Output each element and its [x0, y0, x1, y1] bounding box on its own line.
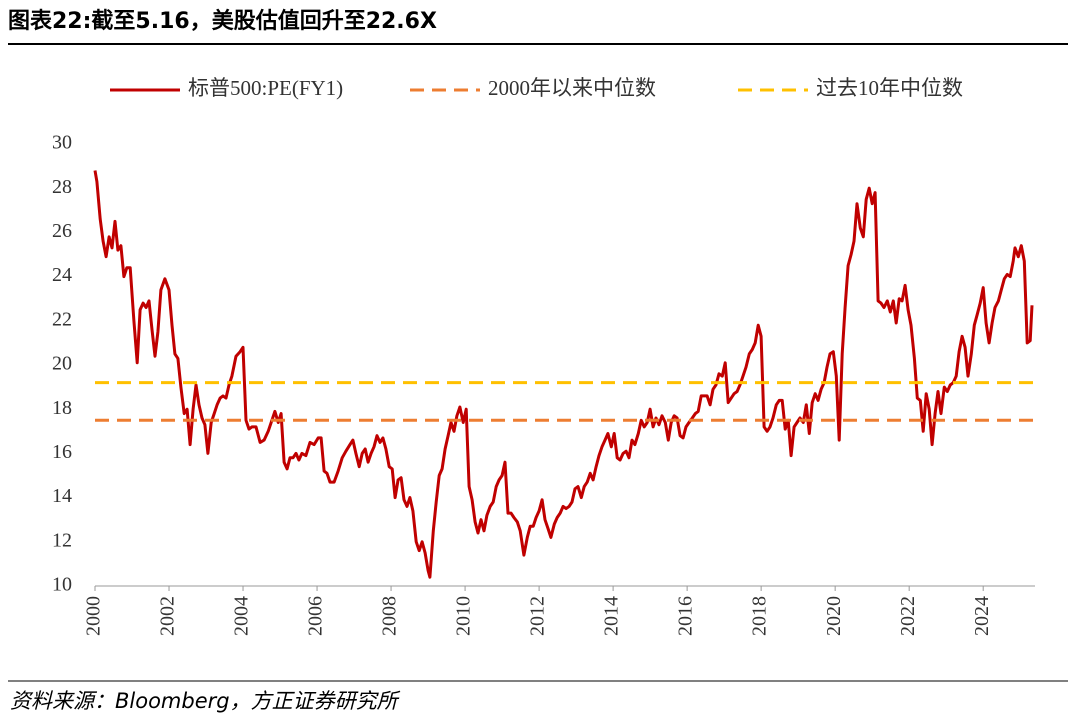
legend-label: 过去10年中位数 [816, 76, 963, 100]
y-tick-label: 18 [52, 397, 72, 419]
x-tick-label: 2014 [601, 596, 623, 636]
legend-label: 2000年以来中位数 [488, 76, 656, 100]
x-tick-label: 2010 [453, 596, 475, 636]
y-tick-label: 30 [52, 132, 72, 154]
x-tick-label: 2024 [971, 596, 993, 636]
legend-label: 标普500:PE(FY1) [188, 76, 343, 100]
source-note: 资料来源：Bloomberg，方正证券研究所 [10, 689, 401, 713]
x-tick-label: 2022 [897, 596, 919, 636]
series-line [93, 170, 1034, 579]
x-tick-label: 2006 [305, 596, 327, 636]
x-tick-label: 2004 [231, 596, 253, 636]
y-tick-label: 28 [52, 176, 72, 198]
y-tick-label: 16 [52, 441, 72, 463]
y-tick-label: 20 [52, 353, 72, 375]
x-tick-label: 2012 [527, 596, 549, 636]
x-tick-label: 2008 [379, 596, 401, 636]
x-tick-label: 2000 [83, 596, 105, 636]
y-tick-label: 22 [52, 308, 72, 330]
y-tick-label: 12 [52, 529, 72, 551]
x-tick-label: 2018 [749, 596, 771, 636]
chart-title: 图表22:截至5.16，美股估值回升至22.6X [8, 8, 437, 34]
x-tick-label: 2016 [675, 596, 697, 636]
y-tick-label: 14 [52, 485, 72, 507]
y-tick-label: 24 [52, 264, 72, 286]
y-tick-label: 10 [52, 574, 72, 596]
x-tick-label: 2020 [823, 596, 845, 636]
x-tick-label: 2002 [157, 596, 179, 636]
y-tick-label: 26 [52, 220, 72, 242]
